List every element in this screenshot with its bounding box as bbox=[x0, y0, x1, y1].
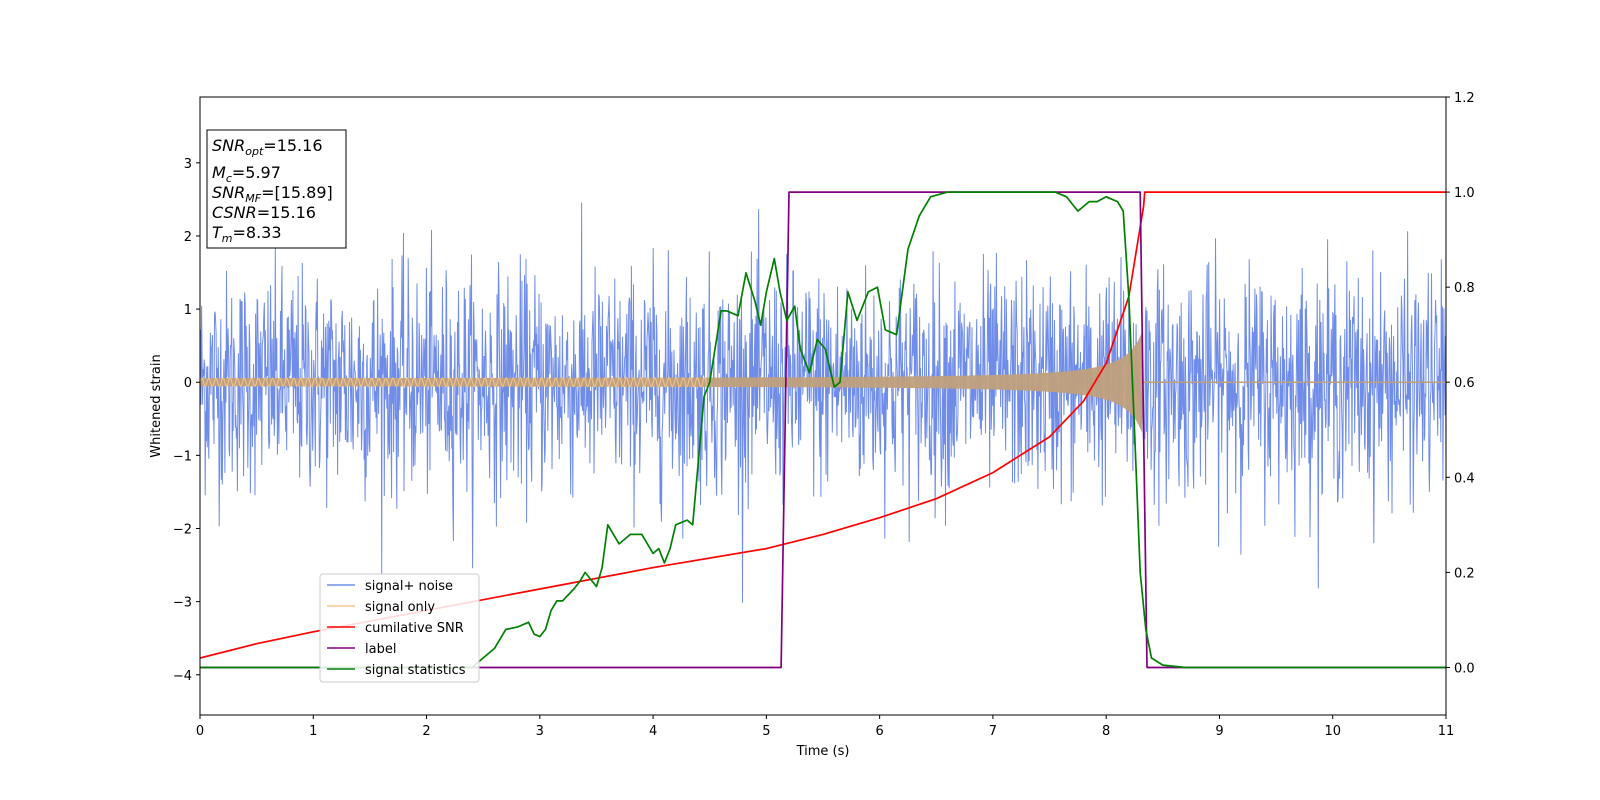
annotation-tm-sub: m bbox=[222, 232, 233, 245]
signal-statistics-line bbox=[200, 191, 1446, 669]
legend-label-label: label bbox=[365, 642, 396, 657]
y-axis-left: −4 −3 −2 −1 0 1 2 3 bbox=[173, 157, 200, 684]
x-tick-label: 3 bbox=[536, 724, 544, 739]
y-tick-label: 1 bbox=[184, 303, 192, 318]
y-tick-label: 3 bbox=[184, 157, 192, 172]
x-tick-label: 5 bbox=[762, 724, 770, 739]
legend-frame bbox=[319, 573, 480, 683]
plot-frame bbox=[199, 96, 1447, 716]
y2-tick-label: 0.6 bbox=[1454, 376, 1475, 391]
y-tick-label: 0 bbox=[184, 376, 192, 391]
annotation-csnr-name: CSNR bbox=[212, 203, 257, 222]
x-tick-label: 2 bbox=[422, 724, 430, 739]
annotation-mc: Mc=5.97 bbox=[212, 163, 281, 185]
legend-label-cumulative-snr: cumilative SNR bbox=[365, 621, 464, 636]
x-tick-label: 9 bbox=[1215, 724, 1223, 739]
signal-only-band bbox=[200, 331, 1144, 433]
annotation-tm-value: =8.33 bbox=[233, 223, 282, 242]
x-tick-label: 1 bbox=[309, 724, 317, 739]
y2-tick-label: 0.0 bbox=[1454, 661, 1475, 676]
annotation-snr-opt-name: SNR bbox=[212, 136, 245, 155]
annotation-snr-mf-sub: MF bbox=[245, 192, 261, 205]
legend: signal+ noise signal only cumilative SNR… bbox=[319, 573, 480, 683]
x-tick-label: 8 bbox=[1102, 724, 1110, 739]
annotation-snr-mf: SNRMF=[15.89] bbox=[212, 183, 333, 205]
annotation-mc-name: M bbox=[212, 163, 226, 182]
x-tick-label: 4 bbox=[649, 724, 657, 739]
signal-only-line bbox=[200, 376, 711, 388]
legend-label-signal-statistics: signal statistics bbox=[365, 663, 466, 678]
y2-tick-label: 0.8 bbox=[1454, 281, 1475, 296]
annotation-csnr-value: =15.16 bbox=[257, 203, 316, 222]
y-tick-label: −3 bbox=[173, 596, 192, 611]
x-axis-label: Time (s) bbox=[796, 744, 850, 759]
y2-tick-label: 1.0 bbox=[1454, 186, 1475, 201]
y-axis-right: 0.0 0.2 0.4 0.6 0.8 1.0 1.2 bbox=[1446, 91, 1475, 676]
x-tick-label: 6 bbox=[875, 724, 883, 739]
y-tick-label: 2 bbox=[184, 230, 192, 245]
annotation-csnr: CSNR=15.16 bbox=[212, 203, 316, 222]
y-tick-label: −2 bbox=[173, 523, 192, 538]
y2-tick-label: 1.2 bbox=[1454, 91, 1475, 106]
x-tick-label: 10 bbox=[1324, 724, 1341, 739]
annotation-mc-value: =5.97 bbox=[232, 163, 281, 182]
annotation-mc-sub: c bbox=[226, 172, 232, 185]
y-axis-label: Whitened strain bbox=[149, 354, 164, 457]
annotation-box: SNRopt=15.16 Mc=5.97 SNRMF=[15.89] CSNR=… bbox=[206, 129, 347, 249]
x-axis: 0 1 2 3 4 5 6 7 8 9 10 11 bbox=[196, 715, 1454, 739]
annotation-frame bbox=[206, 129, 347, 249]
annotation-tm: Tm=8.33 bbox=[212, 223, 282, 245]
legend-label-signal-noise: signal+ noise bbox=[365, 579, 453, 594]
x-tick-label: 0 bbox=[196, 724, 204, 739]
x-tick-label: 7 bbox=[989, 724, 997, 739]
y2-tick-label: 0.2 bbox=[1454, 566, 1475, 581]
annotation-snr-mf-name: SNR bbox=[212, 183, 245, 202]
legend-label-signal-only: signal only bbox=[365, 600, 435, 615]
x-tick-label: 11 bbox=[1438, 724, 1455, 739]
signal-only-series bbox=[200, 331, 1446, 433]
y-tick-label: −1 bbox=[173, 449, 192, 464]
y-tick-label: −4 bbox=[173, 669, 192, 684]
annotation-snr-opt-value: =15.16 bbox=[263, 136, 322, 155]
annotation-snr-opt-sub: opt bbox=[245, 145, 264, 158]
annotation-tm-name: T bbox=[212, 223, 223, 242]
annotation-snr-opt: SNRopt=15.16 bbox=[212, 136, 323, 158]
annotation-snr-mf-value: =[15.89] bbox=[261, 183, 333, 202]
y2-tick-label: 0.4 bbox=[1454, 471, 1475, 486]
